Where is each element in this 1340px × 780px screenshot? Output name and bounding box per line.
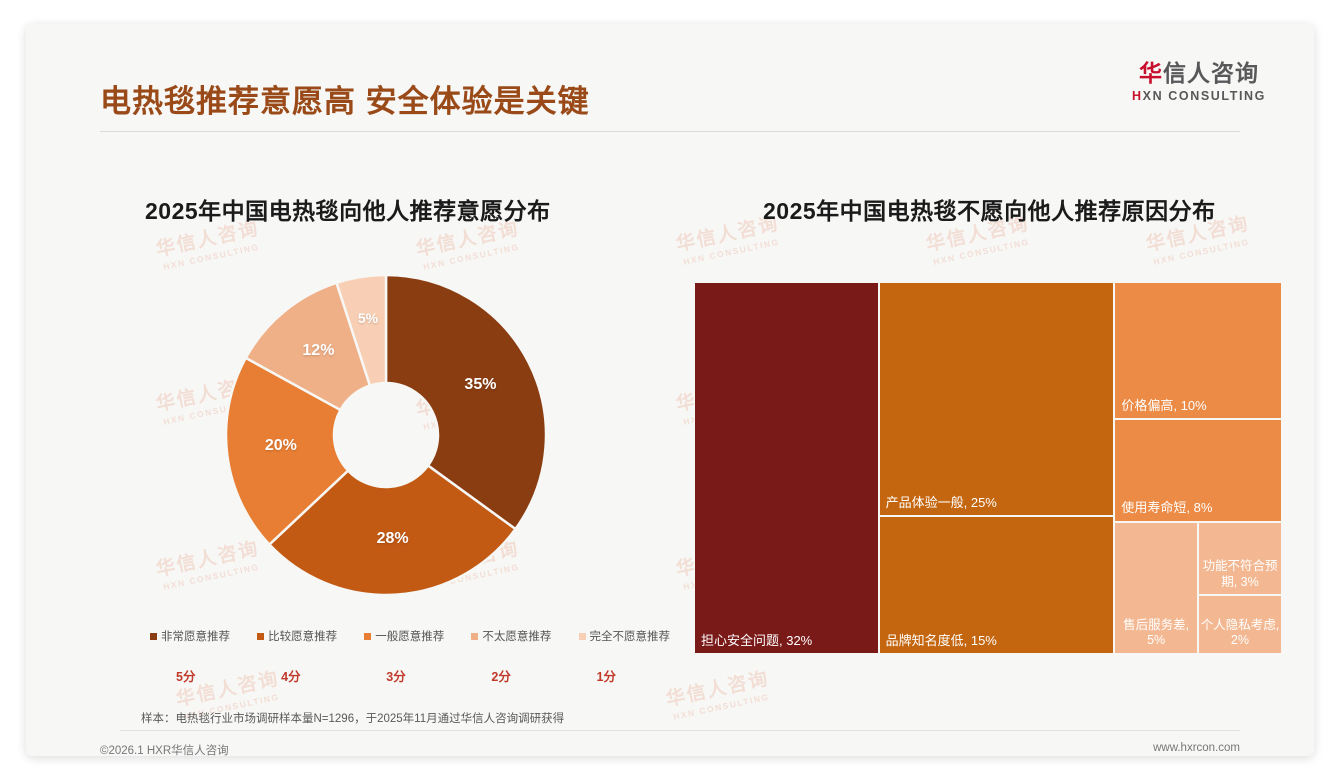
treemap-cell-label: 个人隐私考虑, 2% bbox=[1200, 617, 1280, 648]
donut-slice-value: 35% bbox=[464, 375, 497, 393]
logo-chinese-red: 华 bbox=[1139, 60, 1163, 86]
footer-website: www.hxrcon.com bbox=[1153, 742, 1240, 754]
donut-slice[interactable] bbox=[224, 356, 350, 547]
legend-item[interactable]: 一般愿意推荐 bbox=[364, 628, 444, 644]
legend-swatch-icon bbox=[578, 632, 586, 640]
legend-label: 非常愿意推荐 bbox=[161, 631, 230, 643]
legend-swatch-icon bbox=[471, 632, 479, 640]
slide: 华信人咨询 HXN CONSULTING 华信人咨询 HXN CONSULTING 华信… bbox=[26, 24, 1314, 756]
donut-slice[interactable] bbox=[384, 273, 548, 531]
treemap-cell[interactable]: 使用寿命短, 8% bbox=[1114, 418, 1282, 522]
logo-english: HXN CONSULTING bbox=[1132, 89, 1266, 103]
legend-swatch-icon bbox=[150, 632, 157, 640]
logo-english-red: H bbox=[1132, 89, 1143, 104]
right-chart-title: 2025年中国电热毯不愿向他人推荐原因分布 bbox=[763, 198, 1216, 224]
score-label: 3分 bbox=[386, 670, 406, 684]
footer-divider bbox=[120, 730, 1240, 731]
score-label: 4分 bbox=[281, 670, 301, 684]
donut-legend: 非常愿意推荐 比较愿意推荐 一般愿意推荐 不太愿意推荐 完全不愿意推荐 bbox=[150, 628, 670, 644]
slide-header: 电热毯推荐意愿高 安全体验是关键 华信人咨询 HXN CONSULTING bbox=[26, 24, 1314, 132]
treemap-cell[interactable]: 品牌知名度低, 15% bbox=[878, 516, 1115, 654]
legend-item[interactable]: 不太愿意推荐 bbox=[471, 628, 551, 644]
reasons-treemap-chart: 担心安全问题, 32% 产品体验一般, 25% 品牌知名度低, 15% 价格偏高, 1… bbox=[694, 282, 1282, 654]
treemap-cell-label: 售后服务差, 5% bbox=[1123, 617, 1190, 648]
treemap-cell[interactable]: 价格偏高, 10% bbox=[1114, 282, 1282, 419]
header-divider bbox=[100, 131, 1240, 132]
legend-label: 完全不愿意推荐 bbox=[589, 631, 671, 643]
donut-slice-value: 12% bbox=[302, 342, 335, 360]
donut-slice-value: 28% bbox=[376, 529, 409, 547]
donut-slice[interactable] bbox=[267, 463, 518, 597]
treemap-cell[interactable]: 功能不符合预期, 3% bbox=[1197, 521, 1282, 596]
footer-copyright: ©2026.1 HXR华信人咨询 bbox=[100, 745, 229, 756]
legend-label: 比较愿意推荐 bbox=[268, 631, 338, 643]
treemap-cell-label: 担心安全问题, 32% bbox=[701, 632, 813, 648]
score-axis: 5分 4分 3分 2分 1分 bbox=[176, 666, 616, 685]
donut-slice-value: 5% bbox=[357, 310, 379, 327]
score-label: 5分 bbox=[176, 670, 196, 684]
treemap-cell-label: 使用寿命短, 8% bbox=[1121, 500, 1213, 516]
treemap-cell[interactable]: 担心安全问题, 32% bbox=[694, 282, 879, 654]
donut-svg bbox=[224, 273, 548, 597]
treemap-cell[interactable]: 个人隐私考虑, 2% bbox=[1197, 595, 1282, 654]
logo-chinese-rest: 信人咨询 bbox=[1163, 60, 1259, 86]
treemap-cell[interactable]: 产品体验一般, 25% bbox=[878, 282, 1115, 517]
legend-item[interactable]: 比较愿意推荐 bbox=[257, 628, 337, 644]
treemap-cell[interactable]: 售后服务差, 5% bbox=[1114, 521, 1198, 654]
company-logo: 华信人咨询 HXN CONSULTING bbox=[1132, 60, 1266, 103]
donut-slice-value: 20% bbox=[264, 437, 297, 455]
logo-chinese: 华信人咨询 bbox=[1132, 60, 1266, 86]
sample-note: 样本：电热毯行业市场调研样本量N=1296，于2025年11月通过华信人咨询调研… bbox=[141, 713, 565, 725]
logo-english-rest: XN CONSULTING bbox=[1142, 89, 1266, 104]
page-title: 电热毯推荐意愿高 安全体验是关键 bbox=[100, 84, 590, 119]
score-label: 2分 bbox=[491, 670, 511, 684]
treemap-cell-label: 价格偏高, 10% bbox=[1121, 397, 1207, 413]
score-label: 1分 bbox=[596, 670, 616, 684]
donut-slice[interactable] bbox=[334, 273, 388, 388]
legend-label: 一般愿意推荐 bbox=[375, 631, 445, 643]
treemap-cell-label: 产品体验一般, 25% bbox=[885, 495, 997, 511]
legend-swatch-icon bbox=[364, 632, 372, 640]
treemap-cell-label: 品牌知名度低, 15% bbox=[885, 632, 997, 648]
legend-swatch-icon bbox=[257, 632, 265, 640]
left-chart-title: 2025年中国电热毯向他人推荐意愿分布 bbox=[145, 198, 551, 224]
legend-item[interactable]: 完全不愿意推荐 bbox=[578, 628, 671, 644]
recommendation-donut-chart: 35% 28% 20% 12% 5% bbox=[221, 270, 551, 600]
legend-item[interactable]: 非常愿意推荐 bbox=[150, 628, 230, 644]
treemap-cell-label: 功能不符合预期, 3% bbox=[1202, 558, 1278, 589]
legend-label: 不太愿意推荐 bbox=[482, 631, 552, 643]
donut-slice[interactable] bbox=[244, 281, 372, 412]
